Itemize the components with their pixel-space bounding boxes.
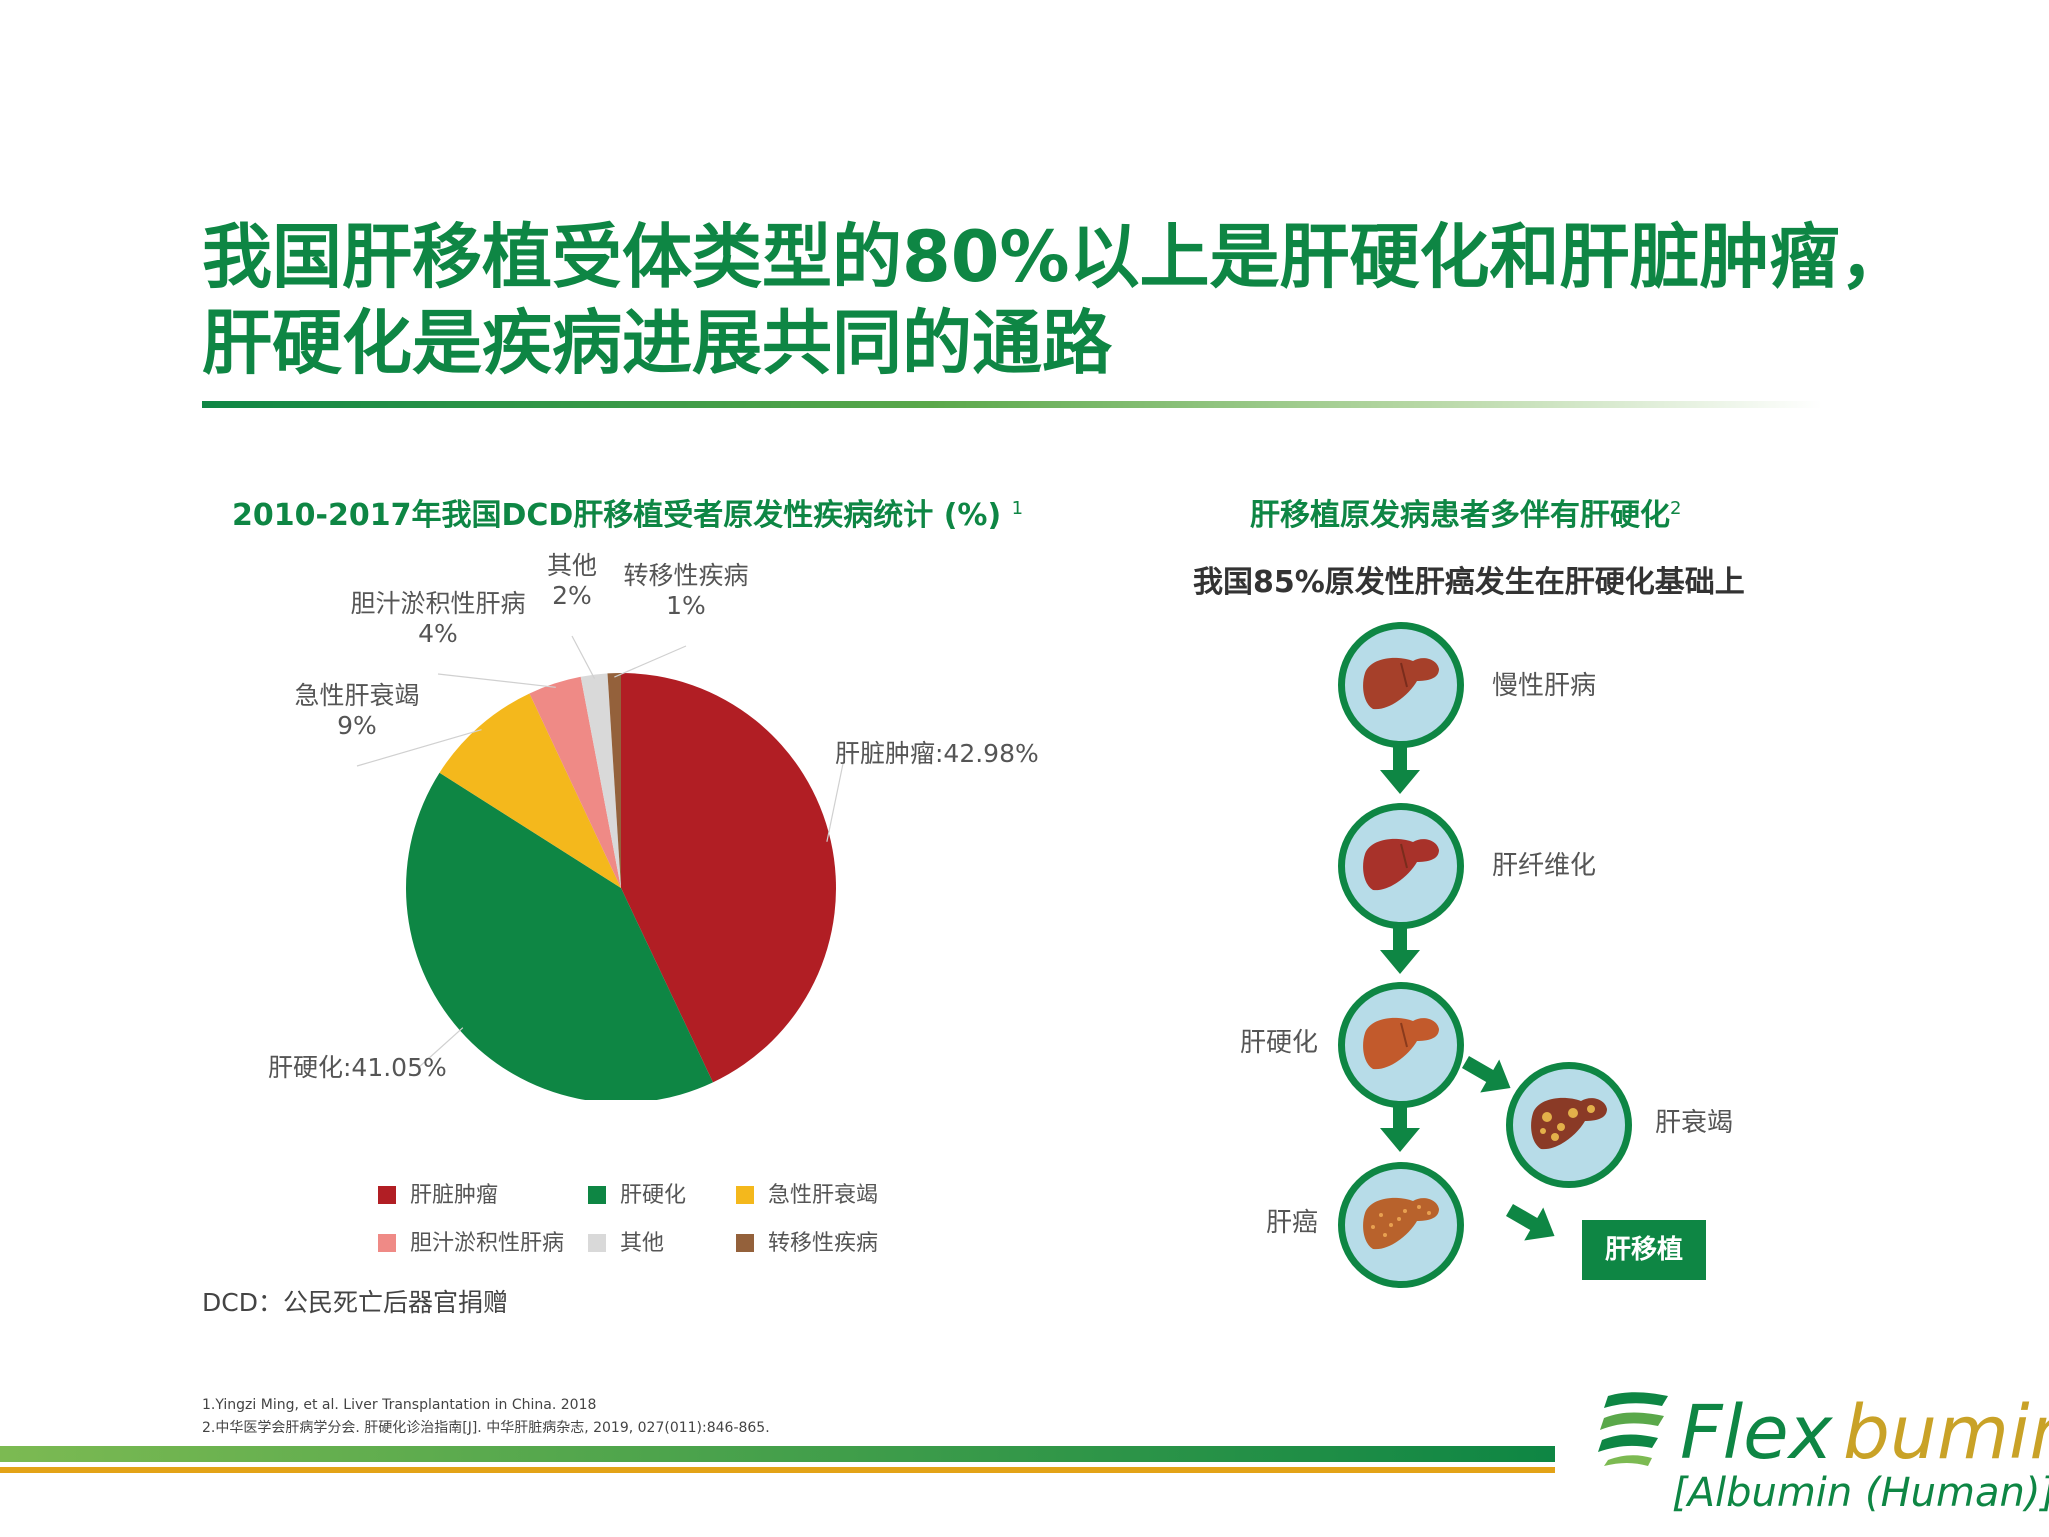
slice-label-metastatic-disease: 转移性疾病 1%: [623, 561, 748, 620]
reference-2: 2.中华医学会肝病学分会. 肝硬化诊治指南[J]. 中华肝脏病杂志, 2019,…: [202, 1420, 770, 1436]
flow-title-footnote: 2: [1670, 498, 1682, 519]
legend-label: 肝硬化: [620, 1183, 687, 1208]
legend-item-acute-liver-failure: 急性肝衰竭: [736, 1177, 878, 1209]
liver-icon: [1363, 1017, 1439, 1070]
logo-subtitle: [Albumin (Human)]: [1672, 1470, 2049, 1516]
leader-line-acute-liver-failure: [356, 729, 482, 767]
arrow-diagonal-icon: [1461, 1055, 1511, 1093]
slice-label-cholestatic-liver-disease: 胆汁淤积性肝病 4%: [350, 589, 525, 648]
flow-label-liver-failure: 肝衰竭: [1655, 1108, 1734, 1138]
page-title-line-2: 肝硬化是疾病进展共同的通路: [202, 302, 1112, 384]
cirrhosis-node: [1338, 982, 1464, 1108]
flow-label-chronic-liver-disease: 慢性肝病: [1492, 671, 1597, 701]
pie-slice-other: [580, 673, 621, 888]
pie-chart: 肝脏肿瘤:42.98% 肝硬化:41.05% 急性肝衰竭 9% 胆汁淤积性肝病 4% 其他 2…: [268, 551, 1039, 1100]
liver-fibrosis-node: [1338, 803, 1464, 929]
legend-item-cholestatic-liver-disease: 胆汁淤积性肝病: [378, 1225, 564, 1257]
pie-slices: [406, 673, 836, 1100]
title-divider: [202, 401, 1822, 408]
legend-label: 转移性疾病: [768, 1231, 879, 1256]
reference-1: 1.Yingzi Ming, et al. Liver Transplantat…: [202, 1397, 597, 1413]
flow-title-text: 肝移植原发病患者多伴有肝硬化: [1250, 498, 1670, 533]
legend-swatch: [378, 1234, 396, 1252]
leader-line-liver-tumor: [826, 753, 846, 842]
slice-label-liver-tumor: 肝脏肿瘤:42.98%: [835, 739, 1039, 768]
legend-item-other: 其他: [588, 1225, 664, 1257]
legend-swatch: [588, 1186, 606, 1204]
chart-title-footnote: 1: [1011, 498, 1024, 519]
liver-icon: [1363, 657, 1439, 710]
arrow-down-icon: [1380, 926, 1420, 974]
leader-line-cholestatic-liver-disease: [437, 673, 556, 688]
slice-label-acute-liver-failure: 急性肝衰竭 9%: [294, 681, 419, 740]
dcd-footnote: DCD：公民死亡后器官捐赠: [202, 1288, 508, 1317]
flow-subtitle: 我国85%原发性肝癌发生在肝硬化基础上: [1193, 565, 1745, 600]
pie-slice-cirrhosis: [406, 772, 713, 1100]
flow-label-liver-fibrosis: 肝纤维化: [1492, 851, 1597, 881]
pie-labels: 肝脏肿瘤:42.98% 肝硬化:41.05% 急性肝衰竭 9% 胆汁淤积性肝病 4% 其他 2…: [268, 551, 1039, 1082]
pie-slice-liver-tumor: [621, 673, 836, 1083]
logo-wordmark-bumin: bumin: [1843, 1390, 2049, 1476]
pie-slice-acute-liver-failure: [439, 693, 621, 888]
pie-leader-lines: [356, 635, 846, 1069]
arrow-down-icon: [1380, 1104, 1420, 1152]
footer-green-bar: [0, 1446, 1555, 1462]
flow-label-cirrhosis: 肝硬化: [1240, 1028, 1319, 1058]
chart-title-text: 2010-2017年我国DCD肝移植受者原发性疾病统计 (%): [232, 498, 1002, 533]
liver-icon: [1531, 1097, 1607, 1150]
liver-icon: [1363, 1197, 1439, 1250]
liver-failure-node: [1506, 1062, 1632, 1188]
legend-label: 肝脏肿瘤: [410, 1183, 499, 1208]
flexbumin-logo-icon: [1598, 1392, 1668, 1466]
legend-swatch: [378, 1186, 396, 1204]
flow-title: 肝移植原发病患者多伴有肝硬化2: [1250, 490, 1681, 534]
page-title-line-1: 我国肝移植受体类型的80%以上是肝硬化和肝脏肿瘤，: [202, 216, 1910, 298]
footer-gold-bar: [0, 1467, 1555, 1473]
legend-item-liver-tumor: 肝脏肿瘤: [378, 1177, 498, 1209]
slice-label-other: 其他 2%: [547, 551, 597, 610]
chronic-liver-disease-node: [1338, 622, 1464, 748]
leader-line-cirrhosis: [417, 1027, 464, 1069]
pie-slice-metastatic-disease: [607, 673, 621, 888]
liver-icon: [1363, 838, 1439, 891]
legend-label: 胆汁淤积性肝病: [410, 1231, 565, 1256]
liver-transplant-box: 肝移植: [1582, 1220, 1706, 1280]
arrow-down-icon: [1380, 746, 1420, 794]
leader-line-metastatic-disease: [614, 645, 687, 678]
liver-cancer-node: [1338, 1162, 1464, 1288]
logo-wordmark-flex: Flex: [1680, 1390, 1833, 1476]
legend-item-cirrhosis: 肝硬化: [588, 1177, 686, 1209]
legend-swatch: [588, 1234, 606, 1252]
legend-swatch: [736, 1186, 754, 1204]
legend-swatch: [736, 1234, 754, 1252]
arrow-diagonal-icon: [1505, 1203, 1555, 1241]
legend-item-metastatic-disease: 转移性疾病: [736, 1225, 878, 1257]
chart-title: 2010-2017年我国DCD肝移植受者原发性疾病统计 (%) 1: [232, 490, 1023, 534]
legend-label: 其他: [620, 1231, 665, 1256]
pie-slice-cholestatic-liver-disease: [529, 676, 621, 888]
flow-label-liver-cancer: 肝癌: [1266, 1208, 1319, 1238]
slice-label-cirrhosis: 肝硬化:41.05%: [268, 1053, 447, 1082]
leader-line-other: [571, 635, 596, 679]
legend-label: 急性肝衰竭: [768, 1183, 879, 1208]
